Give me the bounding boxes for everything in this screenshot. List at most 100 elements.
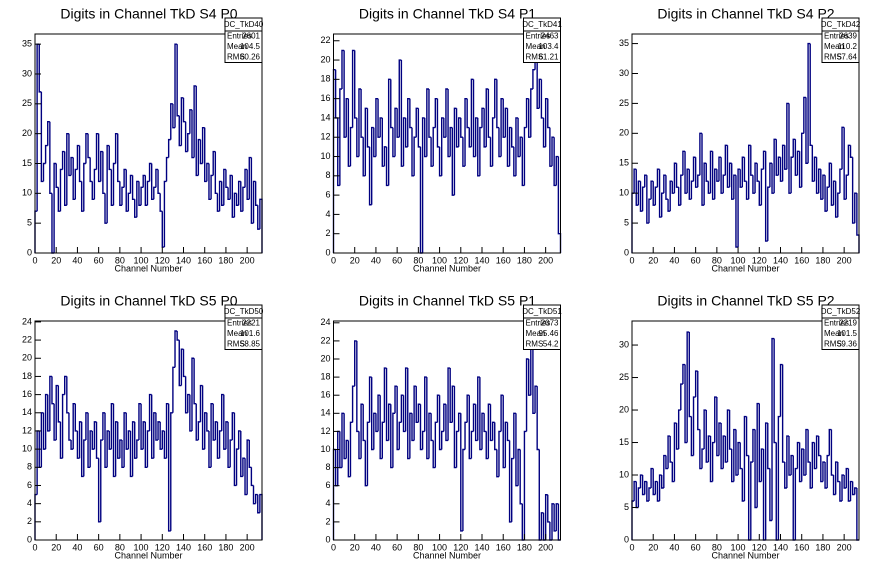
- x-tick-label: 60: [691, 542, 701, 552]
- histogram-bin: [430, 137, 434, 167]
- histogram-bin: [257, 494, 260, 514]
- histogram-bin: [402, 117, 406, 167]
- histogram-bin: [788, 103, 792, 194]
- histogram-bin: [470, 430, 474, 459]
- x-tick-label: 40: [72, 255, 82, 265]
- histogram-bin: [464, 97, 468, 167]
- histogram-bin: [129, 430, 133, 478]
- stats-label: Mean: [526, 42, 546, 51]
- frame: [631, 320, 860, 541]
- histogram-bin: [817, 436, 821, 457]
- histogram-bin: [244, 458, 248, 496]
- histogram-bin: [419, 404, 423, 451]
- x-tick-label: 180: [517, 542, 532, 552]
- histogram-bin: [663, 454, 666, 489]
- histogram-bin: [451, 127, 455, 196]
- stats-box: [821, 17, 860, 63]
- x-tick-label: 0: [32, 255, 37, 265]
- x-tick-label: 200: [240, 542, 255, 552]
- histogram-bin: [803, 449, 806, 476]
- stats-label: Entries: [227, 31, 252, 40]
- histogram-bin: [57, 187, 61, 212]
- histogram-bin: [805, 428, 809, 476]
- histogram-bin: [366, 421, 370, 486]
- histogram-bin: [690, 416, 694, 457]
- y-tick-label: 2: [27, 516, 32, 526]
- stats-label: Mean: [526, 329, 546, 338]
- histogram-bin: [61, 150, 65, 170]
- histogram-bin: [246, 169, 250, 200]
- histogram-bin: [665, 455, 669, 470]
- x-tick-label: 140: [773, 542, 788, 552]
- histogram-bin: [726, 145, 730, 188]
- histogram-bin: [639, 474, 643, 489]
- histogram-bin: [506, 422, 510, 442]
- histogram-bin: [665, 175, 669, 200]
- histogram-bin: [515, 117, 519, 176]
- histogram-bin: [549, 127, 553, 167]
- y-tick-label: 20: [22, 128, 32, 138]
- histogram-bin: [223, 394, 226, 450]
- histogram-bin: [42, 162, 46, 182]
- histogram-bin: [777, 156, 781, 176]
- stats-label: Mean: [227, 42, 247, 51]
- histogram-bin: [762, 150, 766, 170]
- stats-title: DC_TkD41: [522, 20, 562, 29]
- stats-label: Mean: [824, 329, 844, 338]
- histogram-bin: [468, 395, 472, 460]
- histogram-bin: [811, 441, 815, 489]
- histogram-bin: [648, 487, 652, 502]
- histogram-bin: [477, 117, 480, 177]
- histogram-bin: [728, 410, 732, 450]
- histogram-bin: [242, 186, 246, 212]
- histogram-bin: [438, 146, 442, 177]
- histogram-bin: [508, 440, 512, 523]
- histogram-bin: [826, 454, 830, 489]
- histogram-bin: [78, 421, 82, 459]
- histogram-bin: [223, 168, 226, 206]
- histogram-bin: [176, 330, 180, 341]
- histogram-bin: [854, 192, 857, 224]
- stats-label: Entries: [824, 318, 849, 327]
- histogram-bin: [745, 416, 749, 457]
- histogram-bin: [661, 192, 664, 218]
- x-tick-label: 140: [773, 255, 788, 265]
- histogram-bin: [646, 481, 649, 502]
- histogram-bin: [449, 368, 453, 424]
- histogram-bin: [394, 107, 398, 157]
- histogram-bin: [237, 430, 241, 450]
- histogram-bin: [191, 357, 195, 431]
- histogram-bin: [121, 440, 125, 469]
- histogram-bin: [392, 127, 396, 158]
- y-tick-label: 18: [320, 371, 330, 381]
- histogram-bin: [796, 441, 800, 469]
- histogram-bin: [91, 430, 95, 450]
- histogram-bin: [237, 180, 241, 206]
- histogram-bin: [641, 475, 645, 496]
- histogram-bin: [53, 162, 57, 253]
- y-tick-label: 6: [27, 480, 32, 490]
- histogram-bin: [457, 117, 461, 147]
- histogram-bin: [474, 404, 478, 442]
- histogram-bin: [254, 493, 258, 504]
- stats-label: RMS: [526, 52, 544, 61]
- histogram-bin: [544, 97, 548, 147]
- histogram-bin: [364, 107, 368, 176]
- histogram-bin: [504, 421, 508, 468]
- histogram-bin: [362, 404, 366, 442]
- histogram-bin: [644, 174, 647, 188]
- histogram-bin: [102, 151, 106, 195]
- histogram-bin: [832, 475, 836, 496]
- histogram-bin: [257, 205, 260, 230]
- histogram-bin: [432, 126, 436, 167]
- chart-title: Digits in Channel TkD S4 P1: [359, 6, 536, 22]
- histogram-bin: [201, 126, 205, 164]
- histogram-bin: [661, 475, 664, 489]
- histogram-bin: [345, 97, 349, 138]
- y-tick-label: 35: [619, 38, 629, 48]
- histogram-bin: [483, 108, 487, 148]
- histogram-bin: [834, 181, 838, 218]
- histogram-bin: [500, 97, 504, 157]
- histogram-bin: [466, 394, 470, 423]
- histogram-bin: [157, 169, 161, 195]
